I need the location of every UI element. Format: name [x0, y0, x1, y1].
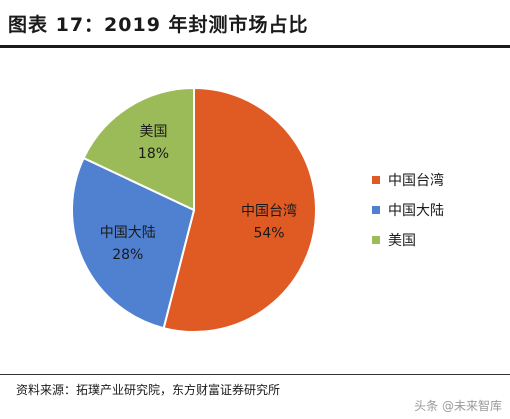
legend-swatch-mainland — [372, 206, 380, 214]
pie-slice-usa — [82, 86, 195, 212]
slice-value-mainland: 28% — [112, 247, 143, 263]
legend-label-taiwan: 中国台湾 — [388, 172, 444, 189]
title-divider — [0, 45, 510, 48]
slice-value-taiwan: 54% — [253, 225, 284, 241]
source-divider — [0, 374, 510, 375]
slice-name-taiwan: 中国台湾 — [241, 202, 297, 219]
legend-label-usa: 美国 — [388, 233, 416, 249]
slice-value-usa: 18% — [138, 146, 169, 162]
chart-title: 图表 17：2019 年封测市场占比 — [8, 14, 309, 36]
pie-slice-taiwan — [162, 86, 317, 333]
watermark: 头条 @未来智库 — [414, 399, 502, 413]
pie-slice-mainland — [71, 156, 196, 330]
legend-swatch-taiwan — [372, 176, 380, 184]
legend-swatch-usa — [372, 236, 380, 244]
legend-label-mainland: 中国大陆 — [388, 203, 444, 219]
source-note: 资料来源：拓璞产业研究院，东方财富证券研究所 — [16, 383, 281, 397]
pie-slices — [71, 86, 317, 333]
slice-name-mainland: 中国大陆 — [100, 225, 156, 241]
pie-slice-labels: 中国台湾 54% 中国大陆 28% 美国 18% — [100, 124, 297, 263]
slice-name-usa: 美国 — [139, 124, 167, 140]
